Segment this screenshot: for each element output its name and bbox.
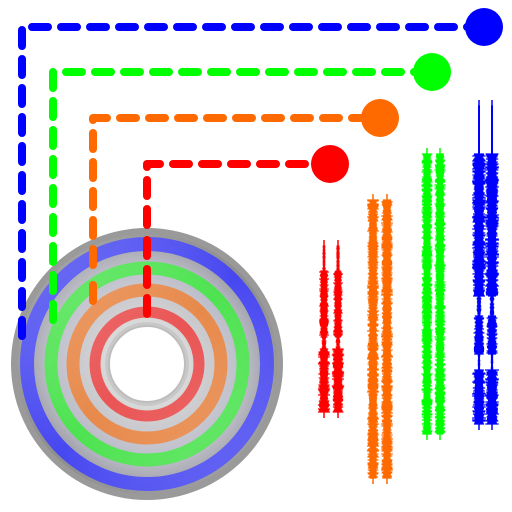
blue-endpoint-icon — [465, 8, 503, 46]
blue-waveform — [472, 100, 499, 430]
orange-endpoint-icon — [361, 99, 399, 137]
green-endpoint-icon — [413, 53, 451, 91]
green-waveform — [421, 148, 446, 440]
red-waveform — [317, 240, 345, 418]
waveform-icon — [317, 100, 499, 484]
endpoints — [311, 8, 503, 183]
green-connector-line — [49, 68, 436, 324]
red-endpoint-icon — [311, 145, 349, 183]
disc-hole — [108, 325, 186, 403]
disc-icon — [11, 228, 283, 500]
red-connector-line — [143, 160, 334, 229]
connector-lines — [18, 23, 488, 340]
orange-connector-line — [89, 114, 384, 269]
orange-waveform — [367, 194, 393, 484]
blue-connector-line — [18, 23, 488, 340]
